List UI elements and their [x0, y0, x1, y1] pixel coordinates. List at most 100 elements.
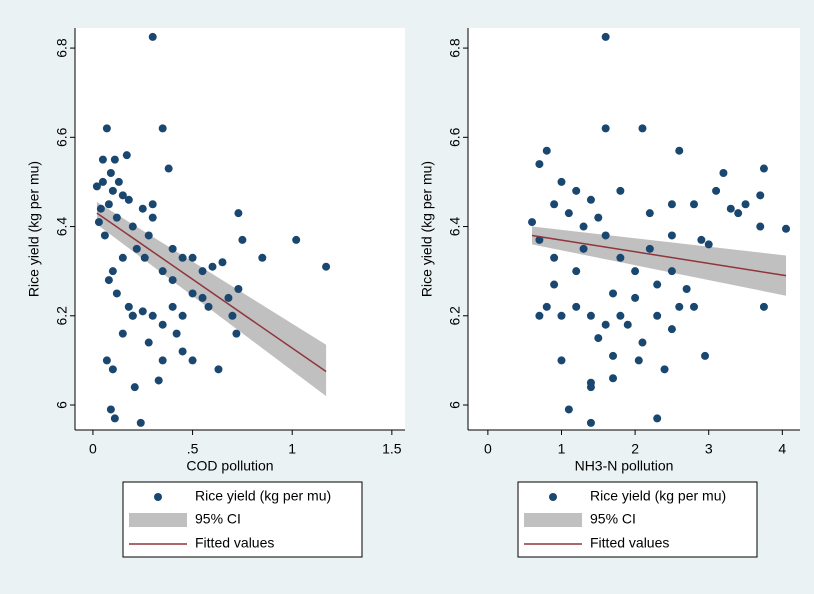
data-point [114, 177, 123, 186]
data-point [130, 383, 139, 392]
data-point [158, 124, 167, 133]
data-point [586, 195, 595, 204]
data-point [535, 311, 544, 320]
data-point [108, 267, 117, 276]
data-point [158, 356, 167, 365]
data-point [94, 218, 103, 227]
data-point [118, 191, 127, 200]
x-tick-label: .5 [187, 441, 199, 457]
data-point [572, 186, 581, 195]
data-point [96, 204, 105, 213]
data-point [601, 32, 610, 41]
data-point [634, 356, 643, 365]
data-point [168, 302, 177, 311]
data-point [623, 320, 632, 329]
data-point [224, 293, 233, 302]
data-point [234, 209, 243, 218]
data-point [232, 329, 241, 338]
data-point [759, 164, 768, 173]
legend-marker [129, 513, 187, 527]
data-point [550, 200, 559, 209]
data-point [638, 338, 647, 347]
data-point [564, 405, 573, 414]
data-point [144, 231, 153, 240]
y-tick-label: 6.8 [54, 38, 70, 58]
x-axis-label: NH3-N pollution [575, 458, 674, 474]
data-point [759, 302, 768, 311]
data-point [550, 253, 559, 262]
data-point [586, 311, 595, 320]
y-tick-label: 6.4 [447, 217, 463, 237]
data-point [645, 244, 654, 253]
data-point [653, 414, 662, 423]
data-point [601, 231, 610, 240]
data-point [292, 235, 301, 244]
y-tick-label: 6.6 [447, 127, 463, 147]
y-tick-label: 6.8 [447, 38, 463, 58]
y-tick-label: 6.2 [54, 306, 70, 326]
y-axis-label: Rice yield (kg per mu) [419, 161, 435, 297]
data-point [168, 276, 177, 285]
data-point [594, 334, 603, 343]
data-point [609, 289, 618, 298]
data-point [586, 418, 595, 427]
data-point [124, 195, 133, 204]
data-point [579, 222, 588, 231]
data-point [138, 307, 147, 316]
y-tick-label: 6 [54, 401, 70, 409]
data-point [734, 209, 743, 218]
data-point [128, 222, 137, 231]
data-point [557, 311, 566, 320]
x-tick-label: 1 [288, 441, 296, 457]
data-point [102, 356, 111, 365]
data-point [98, 177, 107, 186]
data-point [122, 151, 131, 160]
data-point [667, 267, 676, 276]
data-point [667, 325, 676, 334]
data-point [586, 383, 595, 392]
data-point [106, 169, 115, 178]
data-point [667, 200, 676, 209]
data-point [675, 302, 684, 311]
data-point [238, 235, 247, 244]
data-point [148, 200, 157, 209]
y-tick-label: 6.2 [447, 306, 463, 326]
data-point [218, 258, 227, 267]
x-tick-label: 1 [558, 441, 566, 457]
data-point [557, 177, 566, 186]
data-point [208, 262, 217, 271]
data-point [689, 302, 698, 311]
legend-label: Fitted values [590, 535, 669, 551]
data-point [198, 267, 207, 276]
data-point [535, 235, 544, 244]
data-point [108, 186, 117, 195]
data-point [550, 280, 559, 289]
data-point [564, 209, 573, 218]
x-tick-label: 0 [484, 441, 492, 457]
data-point [140, 253, 149, 262]
data-point [258, 253, 267, 262]
data-point [572, 267, 581, 276]
data-point [198, 293, 207, 302]
data-point [148, 213, 157, 222]
data-point [631, 267, 640, 276]
legend-label: 95% CI [195, 511, 241, 527]
data-point [108, 365, 117, 374]
data-point [689, 200, 698, 209]
data-point [542, 302, 551, 311]
data-point [645, 209, 654, 218]
data-point [704, 240, 713, 249]
data-point [112, 289, 121, 298]
data-point [138, 204, 147, 213]
data-point [178, 347, 187, 356]
x-tick-label: 0 [89, 441, 97, 457]
fitted-line [531, 234, 787, 277]
data-point [535, 160, 544, 169]
data-point [594, 213, 603, 222]
data-point [638, 124, 647, 133]
legend-marker [524, 513, 582, 527]
data-point [609, 374, 618, 383]
ci-band [96, 202, 327, 397]
ci-band [532, 226, 787, 296]
data-point [675, 146, 684, 155]
